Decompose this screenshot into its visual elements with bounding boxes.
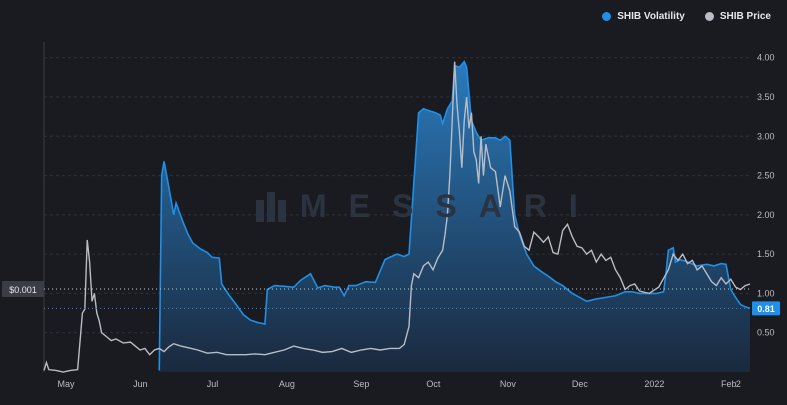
watermark-text: MESSARI: [300, 188, 600, 224]
volatility-area: [159, 61, 750, 373]
y-tick-label: 3.00: [757, 131, 775, 141]
volatility-line: [158, 60, 751, 371]
x-tick-label: 2022: [644, 379, 664, 389]
x-tick-label: Feb: [721, 379, 737, 389]
y-tick-label: 0.50: [757, 328, 775, 338]
volatility-marker-badge: [752, 301, 780, 316]
y-tick-label: 1.00: [757, 288, 775, 298]
x-tick-label: Nov: [500, 379, 517, 389]
volatility-marker-label: 0.81: [757, 304, 775, 314]
x-tick-label: May: [57, 379, 75, 389]
chart-legend: SHIB Volatility SHIB Price: [602, 11, 771, 22]
volatility-dot-icon: [602, 12, 612, 21]
y-tick-label: 3.50: [757, 92, 775, 102]
x-tick-label: 2: [736, 379, 741, 389]
y-tick-label: 4.00: [757, 53, 775, 63]
legend-item-price[interactable]: SHIB Price: [704, 11, 771, 22]
legend-label-price: SHIB Price: [719, 11, 771, 22]
x-tick-label: Oct: [426, 379, 441, 389]
price-line: [43, 61, 751, 373]
x-tick-label: Dec: [572, 379, 589, 389]
price-dot-icon: [704, 12, 714, 21]
y-tick-label: 2.00: [757, 210, 775, 220]
y-tick-label: 2.50: [757, 171, 775, 181]
price-marker-label: $0.001: [9, 285, 37, 295]
y-tick-label: 1.50: [757, 249, 775, 259]
x-tick-label: Aug: [279, 379, 295, 389]
messari-watermark: MESSARI: [256, 188, 600, 225]
price-marker-badge: [2, 281, 44, 297]
x-tick-label: Sep: [353, 379, 369, 389]
messari-logo-icon: [256, 191, 286, 222]
x-tick-label: Jul: [207, 379, 219, 389]
legend-label-volatility: SHIB Volatility: [617, 11, 685, 22]
legend-item-volatility[interactable]: SHIB Volatility: [602, 11, 685, 22]
x-tick-label: Jun: [133, 379, 148, 389]
